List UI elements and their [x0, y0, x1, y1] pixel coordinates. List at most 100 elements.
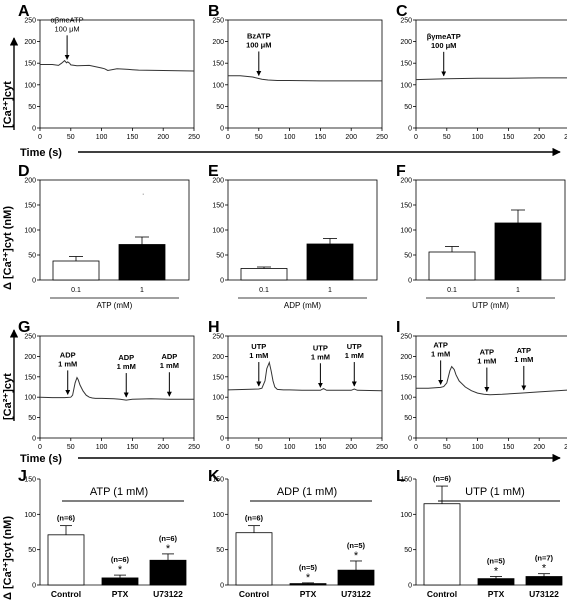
panel-b: B 0 50 100 150 200 250 0 50 100 150 200 250 BzATP100 … [208, 3, 388, 141]
category-label: 0.1 [259, 287, 269, 294]
y-tick-label: 150 [212, 61, 224, 68]
x-tick-label: 100 [284, 444, 296, 451]
n-label: (n=6) [159, 534, 178, 543]
x-tick-label: 250 [376, 444, 388, 451]
x-tick-label: 0 [226, 444, 230, 451]
plot-frame [39, 335, 195, 439]
n-label: (n=7) [535, 554, 554, 563]
category-label: U73122 [341, 589, 371, 599]
y-label-bar-def: Δ [Ca²⁺]cyt (nM) [2, 206, 14, 290]
y-tick-label: 150 [400, 374, 412, 381]
y-tick-label: 150 [24, 61, 36, 68]
significance-star: * [166, 543, 171, 555]
panel-letter: L [396, 468, 406, 485]
plot-frame [39, 19, 195, 129]
plot-frame [227, 19, 383, 129]
annotation-label: 1 mM [345, 351, 364, 360]
bar [477, 578, 515, 586]
n-label: (n=6) [57, 514, 76, 523]
y-tick-label: 50 [28, 253, 36, 260]
y-tick-label: 0 [408, 126, 412, 133]
x-tick-label: 150 [503, 444, 515, 451]
panel-letter: A [18, 3, 30, 20]
dot-mark: · [142, 191, 144, 198]
annotation-label: 1 mM [160, 361, 179, 370]
x-tick-label: 50 [443, 134, 451, 141]
y-tick-label: 200 [212, 39, 224, 46]
n-label: (n=5) [347, 541, 366, 550]
y-tick-label: 0 [32, 278, 36, 285]
category-label: PTX [488, 589, 505, 599]
y-label-bar-jkl: Δ [Ca²⁺]cyt (nM) [2, 516, 14, 600]
x-tick-label: 0 [414, 444, 418, 451]
annotation-label: 1 mM [249, 351, 268, 360]
y-tick-label: 0 [220, 278, 224, 285]
x-tick-label: 200 [157, 444, 169, 451]
trace-line [415, 77, 567, 81]
y-tick-label: 200 [24, 178, 36, 185]
annotation-label: 1 mM [514, 355, 533, 364]
x-tick-label: 200 [345, 444, 357, 451]
annotation-label: βγmeATP [427, 32, 461, 41]
annotation-label: UTP [347, 342, 362, 351]
x-tick-label: 250 [564, 444, 567, 451]
y-tick-label: 50 [28, 104, 36, 111]
significance-star: * [354, 550, 359, 562]
category-label: PTX [112, 589, 129, 599]
bar [149, 559, 187, 586]
y-tick-label: 100 [24, 82, 36, 89]
n-label: (n=5) [299, 563, 318, 572]
annotation-label: αβmeATP [51, 15, 84, 24]
category-label: 1 [328, 287, 332, 294]
annotation-label: UTP [313, 343, 328, 352]
x-tick-label: 150 [315, 134, 327, 141]
n-label: (n=6) [433, 474, 452, 483]
y-tick-label: 100 [212, 228, 224, 235]
chart-title: ATP (1 mM) [90, 486, 148, 498]
panel-letter: E [208, 163, 219, 180]
y-tick-label: 50 [216, 547, 224, 554]
significance-star: * [118, 564, 123, 576]
time-label-top: Time (s) [20, 147, 62, 159]
annotation-label: 1 mM [311, 352, 330, 361]
y-tick-label: 0 [220, 583, 224, 590]
y-tick-label: 150 [400, 203, 412, 210]
y-tick-label: 100 [400, 82, 412, 89]
chart-title: UTP (1 mM) [465, 486, 525, 498]
y-tick-label: 50 [28, 547, 36, 554]
bar [494, 222, 542, 281]
y-tick-label: 150 [400, 477, 412, 484]
panel-e: E 0 50 100 150 200 0.1 1 ADP (mM) [208, 163, 378, 310]
y-tick-label: 250 [24, 18, 36, 25]
x-tick-label: 200 [157, 134, 169, 141]
x-tick-label: 50 [255, 134, 263, 141]
annotation-label: 1 mM [117, 362, 136, 371]
panel-letter: K [208, 468, 220, 485]
x-tick-label: 100 [472, 134, 484, 141]
trace-line [40, 59, 195, 72]
x-tick-label: 50 [67, 134, 75, 141]
bar [306, 243, 354, 281]
y-tick-label: 100 [212, 395, 224, 402]
y-tick-label: 150 [212, 477, 224, 484]
category-label: 0.1 [71, 287, 81, 294]
annotation-label: UTP [251, 342, 266, 351]
y-tick-label: 200 [212, 178, 224, 185]
y-tick-label: 250 [400, 334, 412, 341]
y-tick-label: 100 [400, 512, 412, 519]
significance-star: * [306, 572, 311, 584]
y-tick-label: 150 [24, 374, 36, 381]
y-tick-label: 50 [28, 415, 36, 422]
y-tick-label: 250 [212, 334, 224, 341]
panel-c: C 0 50 100 150 200 250 0 50 100 150 200 250 βγmeATP10… [396, 3, 567, 141]
plot-frame [415, 19, 567, 129]
y-tick-label: 250 [212, 18, 224, 25]
bar [240, 268, 288, 281]
category-label: Control [427, 589, 457, 599]
annotation-label: ATP [480, 348, 494, 357]
y-tick-label: 200 [24, 354, 36, 361]
panel-d: D 0 50 100 150 200 0.1 1 ATP (mM) [18, 163, 190, 310]
y-tick-label: 50 [216, 104, 224, 111]
